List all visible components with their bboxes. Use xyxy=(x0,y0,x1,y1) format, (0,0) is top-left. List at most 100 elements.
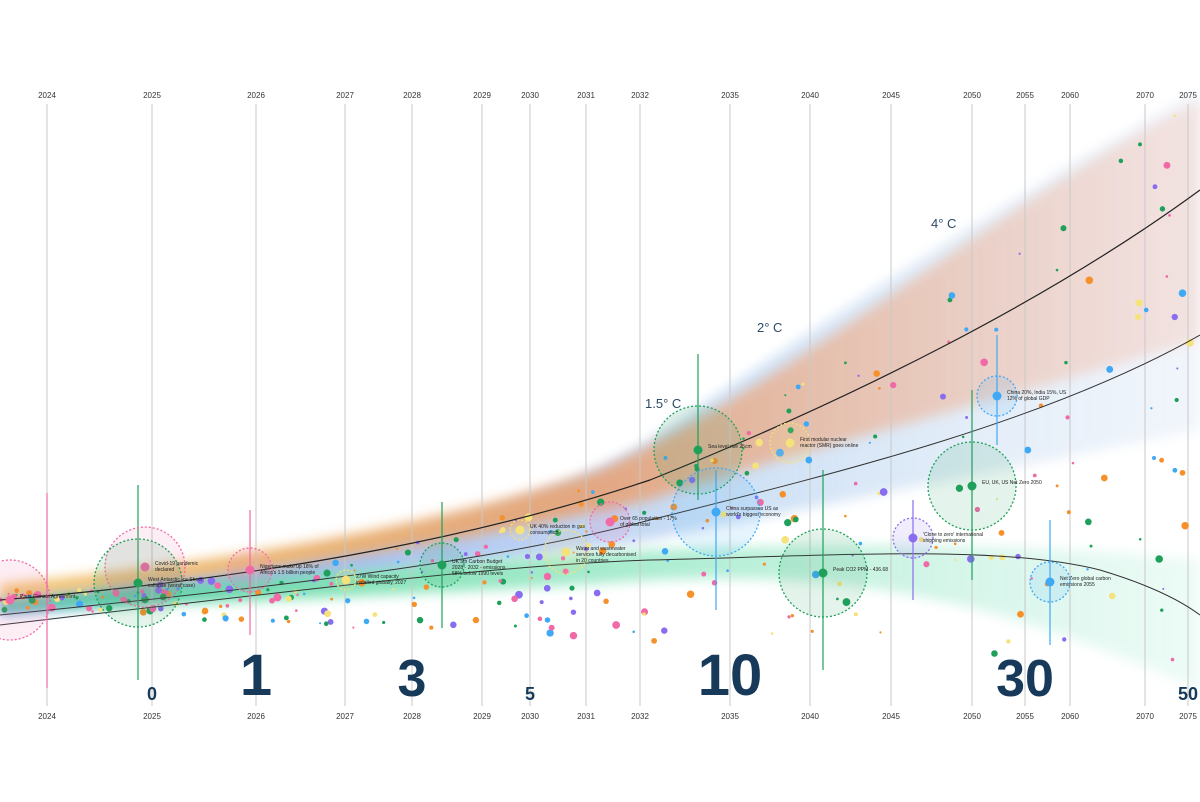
scatter-dot xyxy=(270,618,275,623)
trend-line-2c xyxy=(0,334,1200,616)
scatter-dot xyxy=(202,617,207,622)
event-dot xyxy=(711,507,721,517)
scatter-dot xyxy=(285,595,292,602)
temperature-label: 4° C xyxy=(931,216,957,231)
scatter-dot xyxy=(1172,467,1178,473)
scatter-dot xyxy=(964,327,969,332)
scatter-dot xyxy=(587,570,590,574)
scatter-dot xyxy=(710,458,714,463)
event-label: China surpasses US as world's biggest ec… xyxy=(726,506,781,518)
event-label: 'Close to zero' international shipping e… xyxy=(923,532,983,544)
scatter-dot xyxy=(585,530,588,533)
scatter-dot xyxy=(608,540,616,548)
scatter-dot xyxy=(1086,568,1089,571)
scatter-dot xyxy=(755,438,763,447)
scatter-dot xyxy=(689,476,696,484)
scatter-dot xyxy=(934,545,938,550)
event-label: Covid-19 pandemic declared xyxy=(155,561,199,573)
scatter-dot xyxy=(86,605,93,612)
event-label: Net Zero global carbon emissions 2055 xyxy=(1060,576,1111,588)
scatter-dot xyxy=(651,637,658,644)
scatter-dot xyxy=(319,622,322,625)
scatter-dot xyxy=(214,582,222,589)
scatter-dot xyxy=(940,393,946,400)
scatter-dot xyxy=(59,595,64,600)
scatter-dot xyxy=(857,374,860,377)
event-dot xyxy=(693,445,703,455)
x-tick-bottom-2040: 2040 xyxy=(801,712,819,721)
x-tick-top-2032: 2032 xyxy=(631,91,649,100)
scatter-dot xyxy=(91,610,94,613)
x-tick-top-2060: 2060 xyxy=(1061,91,1079,100)
scatter-dot xyxy=(112,589,120,597)
scatter-dot xyxy=(141,592,147,598)
scatter-dot xyxy=(663,455,668,460)
scatter-dot xyxy=(552,517,558,523)
scatter-dot xyxy=(1176,367,1179,370)
event-dot xyxy=(1045,577,1055,587)
trend-line-1-5c xyxy=(0,553,1200,626)
scatter-dot xyxy=(853,481,858,486)
scatter-dot xyxy=(329,581,334,586)
scale-marker: 50 xyxy=(1177,683,1199,704)
scatter-dot xyxy=(844,361,847,365)
scatter-dot xyxy=(372,612,378,617)
scatter-dot xyxy=(1143,307,1149,313)
scatter-dot xyxy=(994,327,999,332)
event-label: UK 40% reduction in gas consumption xyxy=(530,524,586,536)
event-label: First modular nuclear reactor (SMR) goes… xyxy=(800,437,859,449)
scatter-dot xyxy=(363,618,370,625)
scatter-dot xyxy=(705,518,710,523)
scatter-dot xyxy=(1024,446,1032,454)
scatter-dot xyxy=(165,587,169,591)
x-tick-bottom-2070: 2070 xyxy=(1136,712,1154,721)
scatter-dot xyxy=(14,588,20,593)
scatter-dot xyxy=(404,549,412,556)
x-tick-bottom-2050: 2050 xyxy=(963,712,981,721)
scatter-dot xyxy=(537,616,543,622)
scatter-dot xyxy=(642,612,646,616)
scatter-dot xyxy=(998,530,1005,536)
scatter-dot xyxy=(842,598,851,606)
scatter-dot xyxy=(1159,457,1165,463)
scatter-dot xyxy=(879,631,882,634)
x-tick-bottom-2045: 2045 xyxy=(882,712,900,721)
scatter-dot xyxy=(296,593,299,597)
scatter-dot xyxy=(873,370,880,377)
event-label: Paris Climate Agreement xyxy=(20,594,76,600)
scatter-dot xyxy=(784,394,787,397)
scatter-dot xyxy=(632,539,636,543)
event-dot xyxy=(437,560,447,570)
scatter-dot xyxy=(511,595,518,603)
scatter-dot xyxy=(947,340,951,344)
scatter-dot xyxy=(612,621,621,629)
scatter-dot xyxy=(560,556,566,561)
scatter-dot xyxy=(225,604,230,608)
scatter-dot xyxy=(77,588,82,593)
scatter-dot xyxy=(294,609,298,612)
scatter-dot xyxy=(472,616,480,624)
event-dot xyxy=(515,525,525,535)
x-tick-top-2040: 2040 xyxy=(801,91,819,100)
x-tick-top-2027: 2027 xyxy=(336,91,354,100)
scatter-dot xyxy=(999,554,1006,561)
scatter-dot xyxy=(543,572,552,581)
scatter-dot xyxy=(1185,338,1194,347)
scatter-dot xyxy=(694,463,699,469)
scatter-dot xyxy=(1085,276,1094,285)
scatter-dot xyxy=(1165,275,1169,278)
scatter-dot xyxy=(953,558,957,561)
scatter-dot xyxy=(877,491,881,496)
scatter-dot xyxy=(423,584,429,590)
event-label: UK 5th Carbon Budget 2028 - 2032 - emiss… xyxy=(452,559,506,577)
scatter-dot xyxy=(787,615,791,619)
scatter-dot xyxy=(222,615,229,622)
scatter-dot xyxy=(1152,184,1158,190)
scatter-dot xyxy=(83,592,87,596)
scatter-dot xyxy=(506,555,510,558)
scatter-dot xyxy=(1015,553,1021,560)
scatter-dot xyxy=(255,589,262,596)
scatter-dot xyxy=(430,559,435,563)
x-tick-bottom-2031: 2031 xyxy=(577,712,595,721)
